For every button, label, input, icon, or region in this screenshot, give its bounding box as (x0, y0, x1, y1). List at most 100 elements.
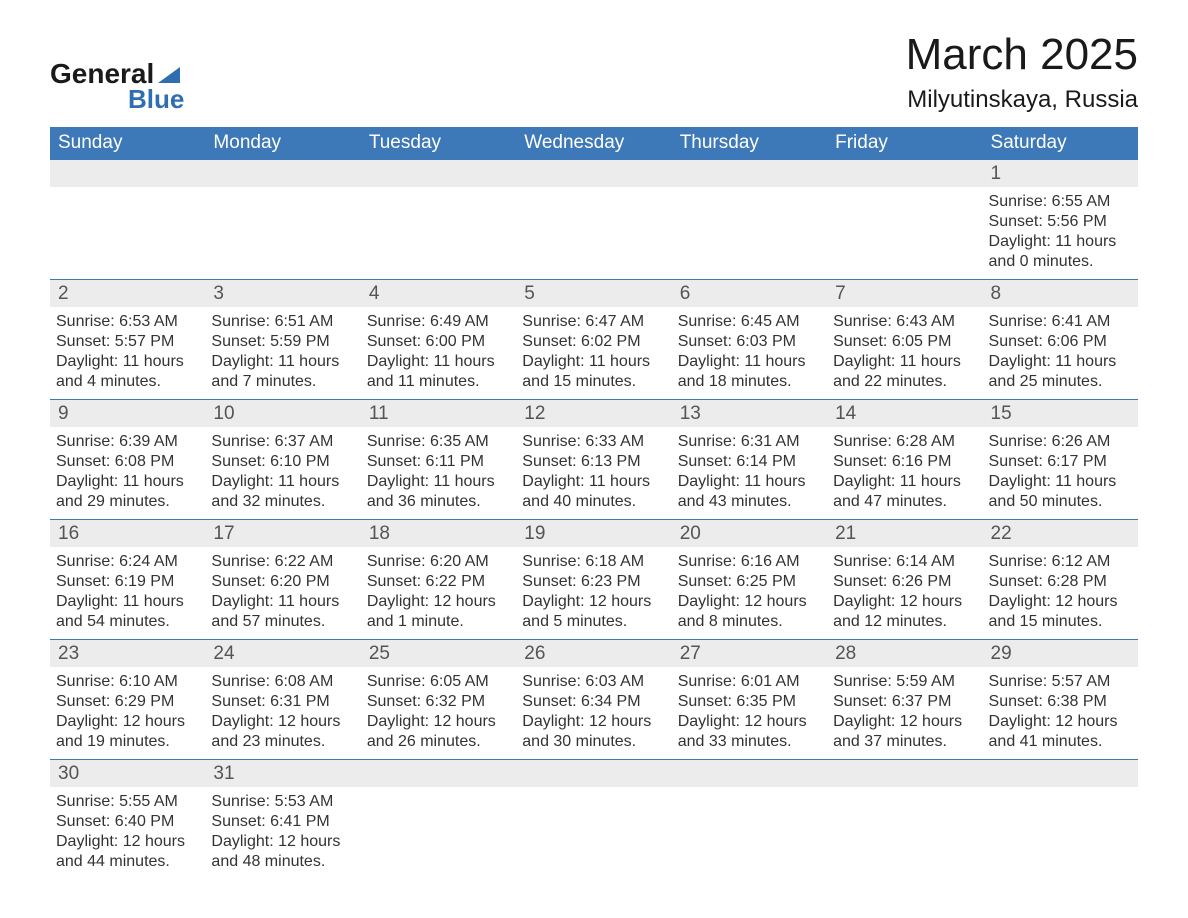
day-daylight1: Daylight: 11 hours (56, 352, 199, 372)
day-sunrise: Sunrise: 6:35 AM (367, 432, 510, 452)
dow-thursday: Thursday (672, 127, 827, 159)
day-sunset: Sunset: 6:22 PM (367, 572, 510, 592)
day-sunset: Sunset: 6:14 PM (678, 452, 821, 472)
day-daylight2: and 25 minutes. (989, 372, 1132, 392)
day-body: Sunrise: 6:49 AMSunset: 6:00 PMDaylight:… (361, 307, 516, 399)
day-sunrise: Sunrise: 6:12 AM (989, 552, 1132, 572)
day-daylight2: and 8 minutes. (678, 612, 821, 632)
day-daylight1: Daylight: 11 hours (367, 352, 510, 372)
day-sunset: Sunset: 6:11 PM (367, 452, 510, 472)
day-cell (827, 159, 982, 279)
day-sunset: Sunset: 5:57 PM (56, 332, 199, 352)
day-body: Sunrise: 6:01 AMSunset: 6:35 PMDaylight:… (672, 667, 827, 759)
day-daylight2: and 23 minutes. (211, 732, 354, 752)
day-number: 21 (827, 519, 982, 547)
day-number: 17 (205, 519, 360, 547)
day-cell: 24Sunrise: 6:08 AMSunset: 6:31 PMDayligh… (205, 639, 360, 759)
day-daylight1: Daylight: 12 hours (56, 712, 199, 732)
dow-wednesday: Wednesday (516, 127, 671, 159)
day-body: Sunrise: 6:05 AMSunset: 6:32 PMDaylight:… (361, 667, 516, 759)
day-number: 19 (516, 519, 671, 547)
day-body: Sunrise: 6:28 AMSunset: 6:16 PMDaylight:… (827, 427, 982, 519)
day-sunset: Sunset: 6:35 PM (678, 692, 821, 712)
day-daylight1: Daylight: 12 hours (367, 712, 510, 732)
day-daylight2: and 7 minutes. (211, 372, 354, 392)
day-daylight2: and 22 minutes. (833, 372, 976, 392)
day-sunrise: Sunrise: 5:53 AM (211, 792, 354, 812)
day-sunrise: Sunrise: 6:28 AM (833, 432, 976, 452)
day-number (672, 759, 827, 787)
day-daylight1: Daylight: 12 hours (367, 592, 510, 612)
week-row: 30Sunrise: 5:55 AMSunset: 6:40 PMDayligh… (50, 759, 1138, 879)
day-sunrise: Sunrise: 6:10 AM (56, 672, 199, 692)
day-number: 16 (50, 519, 205, 547)
day-sunrise: Sunrise: 6:53 AM (56, 312, 199, 332)
day-body: Sunrise: 6:14 AMSunset: 6:26 PMDaylight:… (827, 547, 982, 639)
logo: General Blue (50, 58, 184, 115)
day-number: 26 (516, 639, 671, 667)
day-number: 12 (516, 399, 671, 427)
day-sunrise: Sunrise: 6:47 AM (522, 312, 665, 332)
day-body: Sunrise: 6:55 AMSunset: 5:56 PMDaylight:… (983, 187, 1138, 279)
dow-tuesday: Tuesday (361, 127, 516, 159)
day-sunrise: Sunrise: 6:14 AM (833, 552, 976, 572)
day-daylight1: Daylight: 11 hours (211, 592, 354, 612)
week-row: 2Sunrise: 6:53 AMSunset: 5:57 PMDaylight… (50, 279, 1138, 399)
day-sunset: Sunset: 6:25 PM (678, 572, 821, 592)
day-daylight1: Daylight: 11 hours (211, 352, 354, 372)
day-number (361, 159, 516, 187)
day-body: Sunrise: 6:35 AMSunset: 6:11 PMDaylight:… (361, 427, 516, 519)
week-row: 16Sunrise: 6:24 AMSunset: 6:19 PMDayligh… (50, 519, 1138, 639)
day-sunrise: Sunrise: 5:57 AM (989, 672, 1132, 692)
day-body (827, 787, 982, 799)
day-daylight1: Daylight: 11 hours (56, 472, 199, 492)
day-daylight1: Daylight: 12 hours (989, 712, 1132, 732)
day-sunrise: Sunrise: 6:26 AM (989, 432, 1132, 452)
day-cell (516, 759, 671, 879)
day-sunset: Sunset: 6:26 PM (833, 572, 976, 592)
day-cell (361, 159, 516, 279)
day-sunset: Sunset: 6:13 PM (522, 452, 665, 472)
day-daylight2: and 1 minute. (367, 612, 510, 632)
day-cell: 16Sunrise: 6:24 AMSunset: 6:19 PMDayligh… (50, 519, 205, 639)
day-cell: 6Sunrise: 6:45 AMSunset: 6:03 PMDaylight… (672, 279, 827, 399)
day-cell: 10Sunrise: 6:37 AMSunset: 6:10 PMDayligh… (205, 399, 360, 519)
day-cell: 31Sunrise: 5:53 AMSunset: 6:41 PMDayligh… (205, 759, 360, 879)
day-body: Sunrise: 6:43 AMSunset: 6:05 PMDaylight:… (827, 307, 982, 399)
day-daylight2: and 48 minutes. (211, 852, 354, 872)
day-cell: 8Sunrise: 6:41 AMSunset: 6:06 PMDaylight… (983, 279, 1138, 399)
day-sunset: Sunset: 6:10 PM (211, 452, 354, 472)
day-body (361, 187, 516, 199)
day-daylight2: and 57 minutes. (211, 612, 354, 632)
day-cell: 27Sunrise: 6:01 AMSunset: 6:35 PMDayligh… (672, 639, 827, 759)
day-sunrise: Sunrise: 6:22 AM (211, 552, 354, 572)
day-sunrise: Sunrise: 6:33 AM (522, 432, 665, 452)
day-body (672, 787, 827, 799)
day-number: 30 (50, 759, 205, 787)
day-cell: 12Sunrise: 6:33 AMSunset: 6:13 PMDayligh… (516, 399, 671, 519)
day-body: Sunrise: 6:24 AMSunset: 6:19 PMDaylight:… (50, 547, 205, 639)
day-daylight1: Daylight: 11 hours (833, 352, 976, 372)
day-body: Sunrise: 6:26 AMSunset: 6:17 PMDaylight:… (983, 427, 1138, 519)
day-sunrise: Sunrise: 6:05 AM (367, 672, 510, 692)
week-row: 9Sunrise: 6:39 AMSunset: 6:08 PMDaylight… (50, 399, 1138, 519)
day-sunrise: Sunrise: 6:45 AM (678, 312, 821, 332)
day-sunrise: Sunrise: 6:24 AM (56, 552, 199, 572)
day-number: 28 (827, 639, 982, 667)
day-body: Sunrise: 6:22 AMSunset: 6:20 PMDaylight:… (205, 547, 360, 639)
day-cell: 19Sunrise: 6:18 AMSunset: 6:23 PMDayligh… (516, 519, 671, 639)
day-daylight2: and 12 minutes. (833, 612, 976, 632)
month-year-title: March 2025 (906, 30, 1138, 80)
day-sunrise: Sunrise: 6:39 AM (56, 432, 199, 452)
day-sunrise: Sunrise: 6:43 AM (833, 312, 976, 332)
day-daylight2: and 37 minutes. (833, 732, 976, 752)
day-of-week-header: Sunday Monday Tuesday Wednesday Thursday… (50, 127, 1138, 159)
day-sunset: Sunset: 6:20 PM (211, 572, 354, 592)
day-daylight1: Daylight: 11 hours (678, 472, 821, 492)
day-body: Sunrise: 6:37 AMSunset: 6:10 PMDaylight:… (205, 427, 360, 519)
day-daylight2: and 33 minutes. (678, 732, 821, 752)
logo-text-blue: Blue (128, 84, 184, 115)
day-daylight1: Daylight: 11 hours (989, 472, 1132, 492)
day-daylight2: and 41 minutes. (989, 732, 1132, 752)
day-number (516, 159, 671, 187)
